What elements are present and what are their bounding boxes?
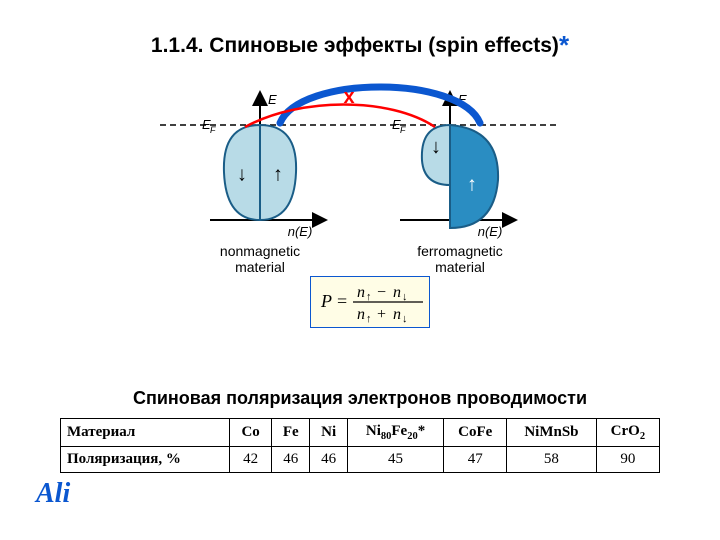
svg-text:n: n (357, 306, 365, 323)
svg-text:F: F (400, 125, 406, 135)
table-header-cell: Материал (61, 419, 230, 447)
table-header-row: МатериалCoFeNiNi80Fe20*CoFeNiMnSbCrO2 (61, 419, 660, 447)
table-header-cell: CoFe (444, 419, 507, 447)
svg-text:F: F (210, 125, 216, 135)
svg-text:+: + (377, 306, 386, 323)
svg-text:↑: ↑ (467, 174, 477, 196)
svg-text:E: E (268, 92, 277, 107)
logo: Ali (36, 478, 70, 510)
svg-text:n: n (357, 284, 365, 301)
svg-text:n: n (393, 284, 401, 301)
svg-text:↑: ↑ (366, 291, 372, 303)
svg-text:↓: ↓ (237, 164, 247, 186)
svg-text:P: P (320, 291, 332, 311)
table-row-label: Поляризация, % (61, 447, 230, 473)
polarization-formula: P=n↑−n↓n↑+n↓ (310, 276, 430, 328)
svg-text:n(E): n(E) (478, 224, 503, 239)
table-cell: 90 (596, 447, 659, 473)
table-header-cell: Co (230, 419, 272, 447)
spin-diagram: En(E)EF↓↑nonmagneticmaterialEn(E)EF↓↑fer… (0, 70, 720, 290)
svg-text:ferromagnetic: ferromagnetic (417, 243, 503, 259)
table-header-cell: Ni (310, 419, 347, 447)
spin-diagram-svg: En(E)EF↓↑nonmagneticmaterialEn(E)EF↓↑fer… (150, 70, 570, 285)
page-title: 1.1.4. Спиновые эффекты (spin effects)* (0, 30, 720, 61)
table-cell: 42 (230, 447, 272, 473)
svg-text:n: n (393, 306, 401, 323)
table-header-cell: Ni80Fe20* (347, 419, 443, 447)
svg-text:n(E): n(E) (288, 224, 313, 239)
table-header-cell: CrO2 (596, 419, 659, 447)
svg-text:↓: ↓ (402, 313, 408, 325)
title-text: 1.1.4. Спиновые эффекты (spin effects) (151, 34, 559, 57)
svg-text:↓: ↓ (402, 291, 408, 303)
svg-text:nonmagnetic: nonmagnetic (220, 243, 300, 259)
polarization-table: МатериалCoFeNiNi80Fe20*CoFeNiMnSbCrO2 По… (60, 418, 660, 473)
table-caption: Спиновая поляризация электронов проводим… (0, 388, 720, 409)
table-header-cell: NiMnSb (507, 419, 597, 447)
svg-text:x: x (343, 86, 354, 108)
table-data-row: Поляризация, %42464645475890 (61, 447, 660, 473)
svg-text:=: = (337, 291, 347, 311)
svg-text:material: material (235, 259, 285, 275)
table-header-cell: Fe (272, 419, 310, 447)
svg-text:↑: ↑ (366, 313, 372, 325)
formula-svg: P=n↑−n↓n↑+n↓ (311, 277, 431, 327)
svg-text:material: material (435, 259, 485, 275)
table-cell: 46 (310, 447, 347, 473)
svg-text:↓: ↓ (431, 136, 441, 158)
table-cell: 45 (347, 447, 443, 473)
svg-text:↑: ↑ (273, 164, 283, 186)
svg-text:−: − (377, 284, 386, 301)
table-cell: 58 (507, 447, 597, 473)
title-star: * (559, 30, 569, 60)
table-cell: 46 (272, 447, 310, 473)
table-cell: 47 (444, 447, 507, 473)
